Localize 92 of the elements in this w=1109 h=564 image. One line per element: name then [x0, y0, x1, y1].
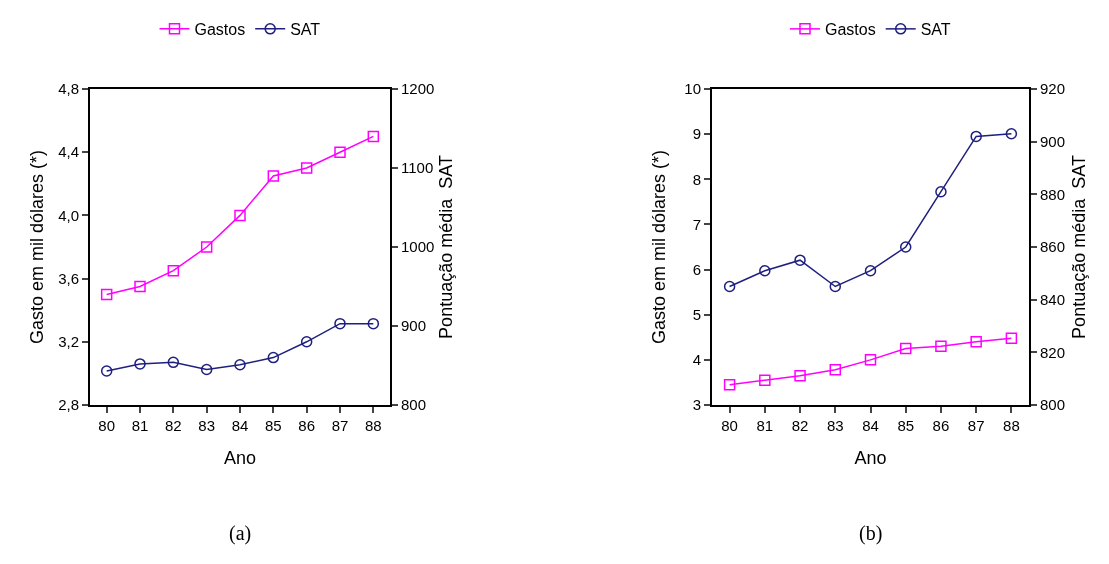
x-tick-label: 88 [1003, 417, 1020, 434]
y-tick-label: 4,0 [58, 206, 79, 224]
y-tick-label: 2,8 [58, 396, 79, 414]
x-tick-label: 88 [364, 417, 382, 434]
point [899, 241, 912, 253]
y-tick-label: 7 [692, 215, 701, 233]
point [134, 280, 146, 293]
y-axis-title: Gasto em mil dólares (*) [27, 149, 47, 345]
x-tick-label: 84 [862, 417, 879, 434]
point [1005, 128, 1018, 140]
point [759, 374, 771, 386]
legend-label: SAT [290, 21, 321, 39]
y-tick-label: 4,4 [58, 143, 79, 161]
y-tick-label: 9 [692, 125, 701, 143]
point [300, 162, 313, 174]
point [134, 358, 146, 370]
point [367, 317, 380, 330]
y2-tick-label: 900 [401, 317, 427, 335]
point [234, 209, 246, 222]
text: (b) [859, 522, 883, 545]
y2-axis-title: Pontuação média SAT [436, 155, 457, 339]
point [970, 130, 982, 143]
point [723, 378, 736, 391]
y-tick-label: 3,6 [58, 269, 79, 287]
point [723, 280, 736, 293]
x-tick-label: 87 [331, 417, 349, 434]
point [829, 364, 842, 376]
x-axis-title: Ano [854, 447, 887, 468]
point [100, 288, 113, 301]
point [935, 340, 947, 353]
x-axis-title: Ano [223, 447, 257, 468]
point [267, 351, 280, 364]
y2-tick-label: 880 [1040, 185, 1066, 203]
point [899, 342, 912, 355]
x-tick-label: 83 [198, 417, 216, 434]
y-tick-label: 4 [692, 351, 701, 369]
y2-tick-label: 1100 [401, 159, 434, 177]
point [864, 354, 877, 366]
y2-tick-label: 1000 [401, 238, 435, 256]
point [100, 365, 113, 377]
y2-tick-label: 900 [1040, 132, 1066, 150]
x-tick-label: 84 [231, 417, 249, 434]
point [334, 146, 346, 158]
point [1005, 332, 1018, 344]
x-tick-label: 85 [897, 417, 915, 434]
point [200, 241, 213, 253]
y2-axis-title: Pontuação média SAT [1069, 155, 1089, 339]
point [167, 264, 180, 277]
y2-tick-label: 800 [1040, 396, 1066, 414]
x-tick-label: 85 [264, 417, 282, 434]
point [794, 369, 806, 382]
point [864, 264, 877, 277]
x-tick-label: 87 [967, 417, 985, 434]
x-tick-label: 82 [164, 417, 182, 434]
y2-tick-label: 860 [1040, 238, 1066, 256]
point [200, 363, 213, 376]
x-tick-label: 80 [721, 417, 738, 434]
point [267, 170, 280, 182]
y-tick-label: 3,2 [58, 333, 79, 351]
y2-tick-label: 1200 [401, 80, 435, 98]
y-axis-title: Gasto em mil dólares (*) [649, 149, 669, 345]
legend-label: Gastos [194, 21, 246, 39]
y-tick-label: 10 [684, 80, 701, 98]
point [935, 185, 947, 198]
y2-tick-label: 840 [1040, 290, 1066, 308]
legend-label: SAT [920, 21, 951, 39]
legend-label: Gastos [825, 21, 876, 39]
y-tick-label: 8 [692, 170, 701, 188]
y-tick-label: 6 [692, 260, 701, 278]
y-tick-label: 3 [692, 396, 701, 414]
point [300, 336, 313, 348]
y2-tick-label: 800 [401, 396, 427, 414]
x-tick-label: 86 [932, 417, 950, 434]
y2-tick-label: 920 [1040, 80, 1066, 98]
y2-tick-label: 820 [1040, 343, 1066, 361]
point [829, 280, 842, 293]
point [334, 317, 346, 330]
x-tick-label: 83 [826, 417, 844, 434]
x-tick-label: 86 [298, 417, 316, 434]
point [167, 356, 180, 369]
point [759, 264, 771, 277]
point [794, 254, 806, 266]
y-tick-label: 4,8 [58, 80, 79, 98]
point [367, 130, 380, 143]
text: (a) [229, 522, 252, 545]
x-tick-label: 81 [756, 417, 774, 434]
x-tick-label: 82 [791, 417, 809, 434]
y-tick-label: 5 [692, 305, 701, 323]
x-tick-label: 81 [131, 417, 149, 434]
point [234, 358, 246, 371]
x-tick-label: 80 [98, 417, 116, 434]
point [970, 336, 982, 348]
